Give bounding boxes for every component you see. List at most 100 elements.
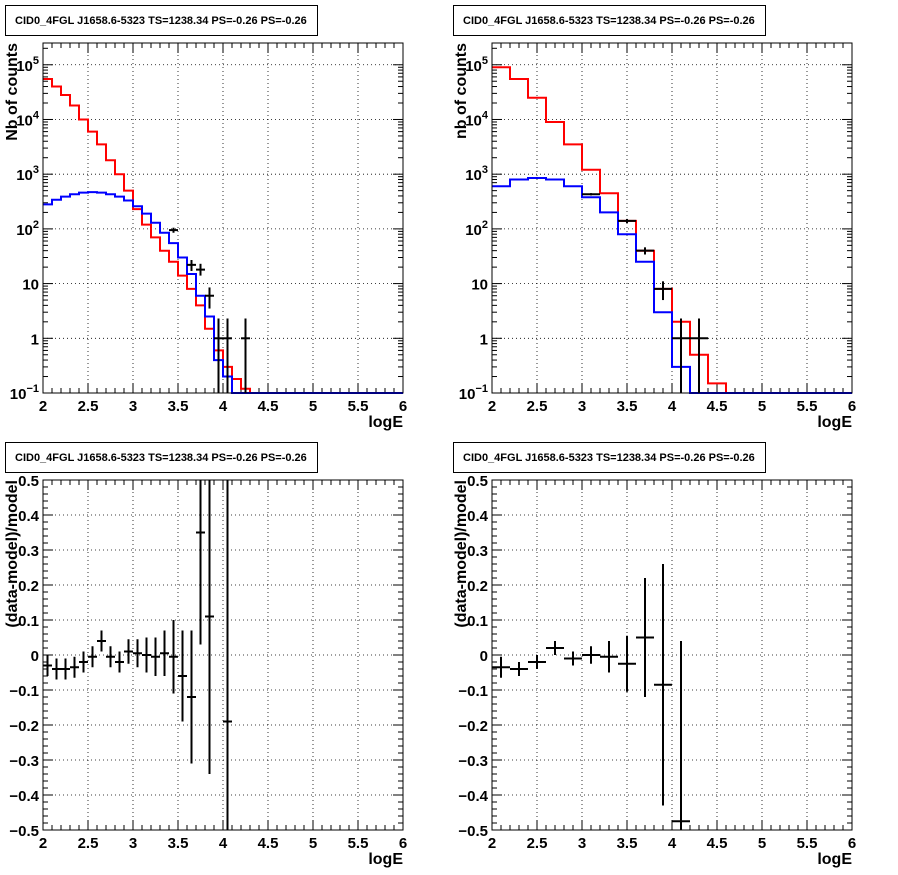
y-tick-label: 1 <box>480 331 488 348</box>
plot-frame <box>42 42 404 394</box>
y-tick-label: 0.4 <box>467 508 489 525</box>
data-point <box>169 620 178 694</box>
x-tick-label: 6 <box>848 398 856 415</box>
y-tick-label: 102 <box>465 219 488 239</box>
x-axis-label: logE <box>368 414 403 431</box>
x-tick-label: 5.5 <box>797 398 818 415</box>
y-tick-label: 104 <box>16 109 40 129</box>
x-tick-label: 4 <box>668 835 677 852</box>
x-tick-label: 3 <box>578 398 586 415</box>
x-tick-label: 5 <box>309 398 317 415</box>
data-point <box>187 630 196 764</box>
x-tick-label: 4 <box>219 835 228 852</box>
x-tick-label: 5.5 <box>797 835 818 852</box>
y-tick-label: 103 <box>465 164 488 184</box>
y-tick-label: 0.1 <box>467 613 488 630</box>
data-point <box>205 480 214 774</box>
title-box <box>453 442 766 473</box>
x-tick-label: 2 <box>488 398 496 415</box>
chart-title: CID0_4FGL J1658.6-5323 TS=1238.34 PS=-0.… <box>15 15 307 27</box>
data-point <box>528 655 546 669</box>
y-tick-label: 1 <box>31 331 39 348</box>
y-tick-label: −0.5 <box>9 823 39 840</box>
y-tick-label: 103 <box>16 164 39 184</box>
y-tick-label: 0.5 <box>18 473 39 490</box>
data-point <box>618 635 636 692</box>
data-point <box>636 578 654 697</box>
grid <box>492 480 852 830</box>
data-point <box>70 656 79 678</box>
data-point <box>654 564 672 806</box>
x-tick-label: 3 <box>578 835 586 852</box>
data-point <box>564 651 582 666</box>
x-tick-label: 3 <box>129 835 137 852</box>
y-tick-label: 0.3 <box>467 543 488 560</box>
data-point <box>106 646 115 668</box>
x-tick-label: 4.5 <box>258 398 279 415</box>
data-point <box>582 646 600 664</box>
grid <box>43 480 403 830</box>
title-box <box>453 5 766 36</box>
data-point <box>582 193 600 196</box>
y-tick-label: 0.4 <box>18 508 40 525</box>
title-box <box>5 442 318 473</box>
x-tick-label: 2.5 <box>78 835 99 852</box>
x-tick-label: 3.5 <box>168 835 189 852</box>
grid <box>43 43 403 393</box>
y-axis-label: (data-model)/model <box>453 480 470 628</box>
y-tick-label: −0.2 <box>458 718 488 735</box>
x-tick-label: 3.5 <box>617 398 638 415</box>
y-tick-label: −0.3 <box>9 753 39 770</box>
y-axis-label: (data-model)/model <box>4 480 21 628</box>
y-tick-label: −0.3 <box>458 753 488 770</box>
data-point <box>690 318 708 393</box>
data-point <box>97 630 106 652</box>
data-point <box>52 658 61 680</box>
y-tick-label: −0.2 <box>9 718 39 735</box>
x-tick-label: 3 <box>129 398 137 415</box>
x-tick-label: 6 <box>399 835 407 852</box>
y-tick-label: 0 <box>31 648 39 665</box>
y-tick-label: 0.1 <box>18 613 39 630</box>
y-tick-label: 0 <box>480 648 488 665</box>
x-tick-label: 4.5 <box>707 398 728 415</box>
y-tick-label: −0.5 <box>458 823 488 840</box>
data-point <box>600 641 618 673</box>
chart-title: CID0_4FGL J1658.6-5323 TS=1238.34 PS=-0.… <box>15 452 307 464</box>
x-tick-label: 5 <box>309 835 317 852</box>
y-tick-label: 102 <box>16 219 39 239</box>
y-tick-label: 0.5 <box>467 473 488 490</box>
y-tick-label: −0.4 <box>9 788 39 805</box>
chart-title: CID0_4FGL J1658.6-5323 TS=1238.34 PS=-0.… <box>463 15 755 27</box>
data-point <box>205 287 214 309</box>
x-tick-label: 2.5 <box>527 835 548 852</box>
plot-frame <box>42 479 404 831</box>
x-tick-label: 3.5 <box>617 835 638 852</box>
data-point <box>636 247 654 255</box>
x-tick-label: 2 <box>39 398 47 415</box>
chart-title: CID0_4FGL J1658.6-5323 TS=1238.34 PS=-0.… <box>463 452 755 464</box>
data-point <box>160 630 169 676</box>
pad-top-right: CID0_4FGL J1658.6-5323 TS=1238.34 PS=-0.… <box>453 5 856 431</box>
data-point <box>214 318 223 393</box>
y-tick-label: 10 <box>471 277 488 294</box>
data-point <box>672 641 690 830</box>
y-tick-label: 10 <box>22 277 39 294</box>
title-box <box>5 5 318 36</box>
data-point <box>546 641 564 655</box>
data-point <box>61 658 70 680</box>
data-point <box>115 651 124 673</box>
data-point <box>151 637 160 676</box>
y-tick-label: 104 <box>465 109 489 129</box>
y-tick-label: −0.1 <box>458 683 488 700</box>
x-tick-label: 5 <box>758 398 766 415</box>
data-point <box>133 639 142 668</box>
y-tick-label: 0.3 <box>18 543 39 560</box>
x-axis-label: logE <box>368 851 403 868</box>
plot-frame <box>491 42 853 394</box>
x-tick-label: 5.5 <box>348 835 369 852</box>
data-point <box>618 218 636 224</box>
y-tick-label: 10−1 <box>459 383 488 403</box>
